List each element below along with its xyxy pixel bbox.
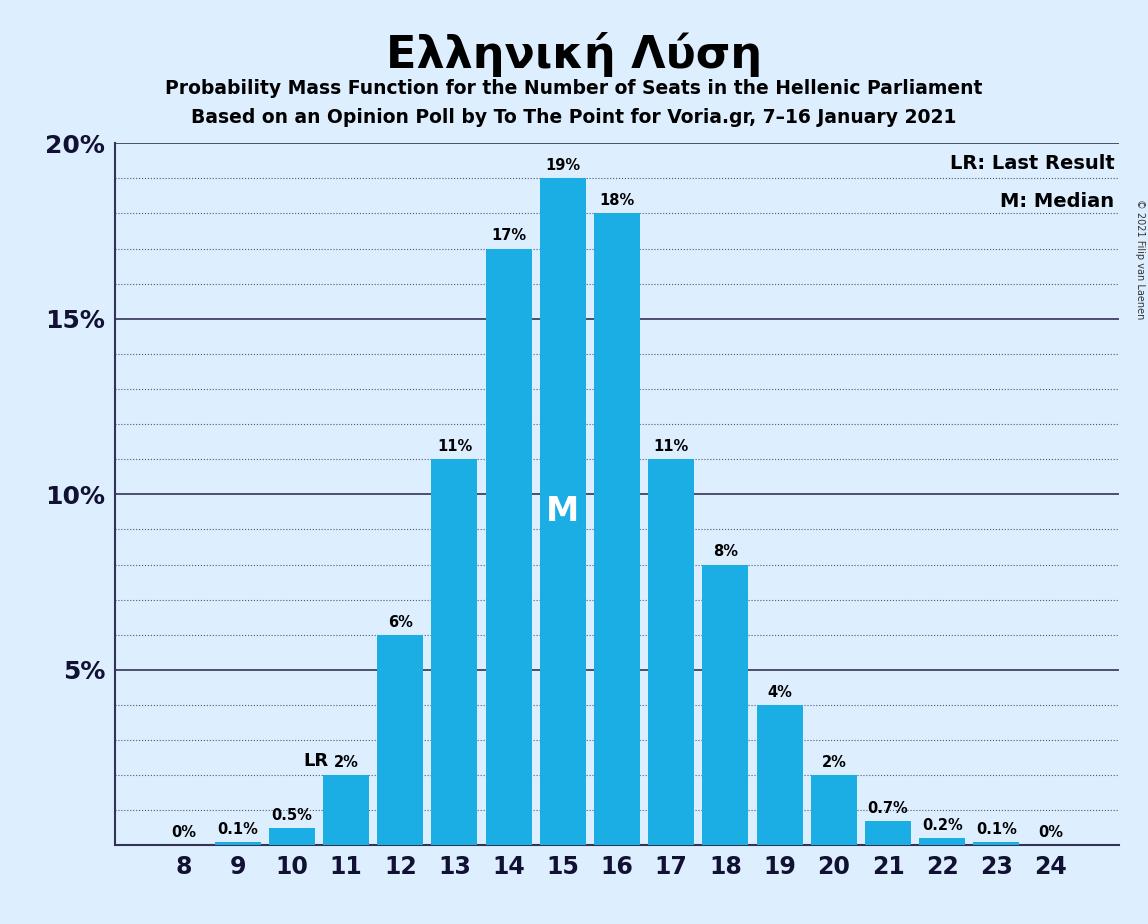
Text: M: M <box>546 495 580 529</box>
Bar <box>703 565 748 845</box>
Bar <box>810 775 856 845</box>
Bar <box>378 635 424 845</box>
Text: 4%: 4% <box>767 685 792 699</box>
Text: Ελληνική Λύση: Ελληνική Λύση <box>386 32 762 78</box>
Bar <box>974 842 1019 845</box>
Bar <box>594 213 641 845</box>
Text: 2%: 2% <box>334 755 358 770</box>
Text: 0%: 0% <box>171 825 196 840</box>
Text: M: Median: M: Median <box>1000 192 1115 212</box>
Text: 19%: 19% <box>545 158 581 173</box>
Text: 0%: 0% <box>1038 825 1063 840</box>
Bar <box>649 459 695 845</box>
Text: 2%: 2% <box>821 755 846 770</box>
Text: 0.2%: 0.2% <box>922 818 962 833</box>
Bar <box>757 705 802 845</box>
Text: Probability Mass Function for the Number of Seats in the Hellenic Parliament: Probability Mass Function for the Number… <box>165 79 983 98</box>
Text: 8%: 8% <box>713 544 738 559</box>
Bar <box>486 249 532 845</box>
Bar <box>864 821 912 845</box>
Bar <box>323 775 370 845</box>
Text: 11%: 11% <box>437 439 472 454</box>
Bar <box>540 178 585 845</box>
Text: © 2021 Filip van Laenen: © 2021 Filip van Laenen <box>1135 199 1145 319</box>
Text: 0.5%: 0.5% <box>271 808 312 822</box>
Text: 0.1%: 0.1% <box>217 821 258 837</box>
Bar <box>269 828 315 845</box>
Bar <box>432 459 478 845</box>
Bar <box>920 838 965 845</box>
Text: 18%: 18% <box>599 193 635 208</box>
Text: 17%: 17% <box>491 228 526 243</box>
Text: 11%: 11% <box>653 439 689 454</box>
Text: LR: Last Result: LR: Last Result <box>949 153 1115 173</box>
Text: 0.7%: 0.7% <box>868 800 908 816</box>
Bar <box>215 842 261 845</box>
Text: 0.1%: 0.1% <box>976 821 1017 837</box>
Text: LR: LR <box>304 752 328 770</box>
Text: 6%: 6% <box>388 614 413 629</box>
Text: Based on an Opinion Poll by To The Point for Voria.gr, 7–16 January 2021: Based on an Opinion Poll by To The Point… <box>192 108 956 128</box>
